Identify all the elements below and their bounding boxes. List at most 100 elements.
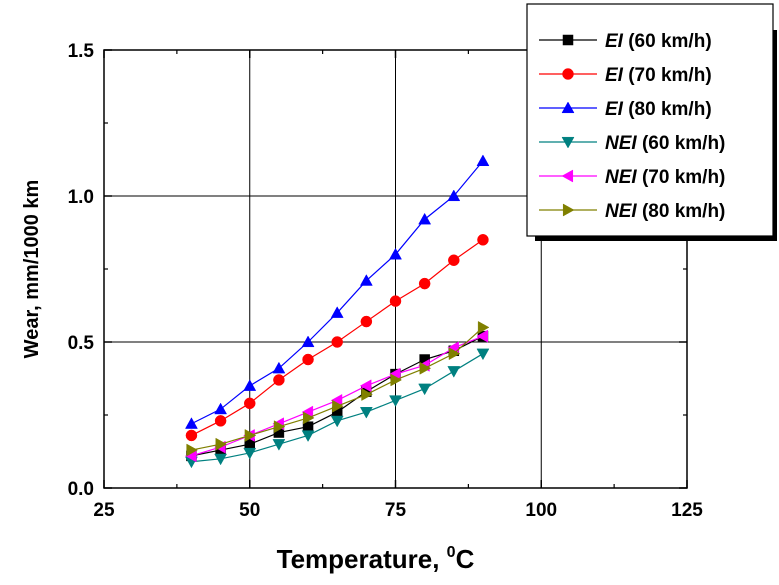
data-point: [185, 417, 198, 429]
x-axis-title-unit: C: [456, 544, 475, 574]
legend-label: NEI (80 km/h): [605, 201, 725, 222]
data-point: [330, 415, 344, 428]
series-2: [185, 234, 489, 442]
data-point: [447, 366, 461, 378]
axis-ticks: 25 50 75 100 125 0.0 0.5 1.0 1.5: [68, 41, 704, 521]
legend-marker: [561, 169, 574, 183]
y-tick-label: 0.0: [68, 479, 94, 500]
data-point: [272, 439, 286, 451]
data-point: [243, 379, 257, 391]
data-point: [359, 407, 373, 419]
x-axis-title-main: Temperature,: [277, 544, 447, 574]
legend-label-rest: (80 km/h): [623, 99, 712, 120]
y-axis-title: Wear, mm/1000 km: [21, 180, 43, 359]
x-axis-title-sup: 0: [447, 544, 456, 561]
x-tick-label: 50: [239, 500, 260, 521]
x-tick-label: 125: [671, 500, 703, 521]
series-5: [184, 329, 488, 463]
legend-label: NEI (60 km/h): [605, 133, 725, 154]
data-point: [302, 353, 314, 366]
data-point: [359, 274, 373, 286]
legend-entry: NEI (70 km/h): [539, 167, 725, 188]
data-point: [273, 374, 285, 386]
data-point: [273, 420, 286, 434]
data-point: [214, 402, 228, 415]
legend-label-italic: NEI: [605, 201, 637, 222]
x-axis-title: Temperature, 0C: [277, 544, 475, 574]
legend-label-rest: (70 km/h): [623, 65, 712, 86]
data-point: [332, 399, 344, 413]
data-point: [418, 383, 432, 396]
data-point: [360, 315, 373, 328]
legend-entry: NEI (60 km/h): [539, 133, 725, 154]
legend-marker: [561, 136, 575, 149]
legend-label: EI (70 km/h): [605, 65, 712, 86]
data-point: [476, 348, 490, 361]
data-point: [244, 429, 257, 442]
data-point: [419, 361, 432, 375]
legend-label-italic: EI: [605, 99, 624, 120]
data-point: [359, 379, 372, 393]
data-point: [301, 335, 315, 348]
legend-label-rest: (60 km/h): [623, 31, 712, 52]
legend-label-rest: (70 km/h): [637, 167, 726, 188]
series-3: [185, 154, 490, 429]
data-point: [243, 447, 257, 460]
data-point: [390, 373, 403, 387]
data-point: [418, 277, 431, 290]
data-point: [477, 234, 489, 246]
data-point: [448, 347, 461, 361]
data-point: [186, 443, 198, 457]
legend-shadow: [773, 30, 777, 241]
data-point: [214, 453, 228, 466]
series-4: [185, 348, 490, 469]
data-point: [448, 254, 460, 266]
data-point: [389, 247, 402, 260]
x-tick-label: 25: [93, 500, 115, 521]
data-point: [185, 429, 198, 442]
data-point: [361, 388, 373, 401]
legend-label-italic: EI: [605, 31, 624, 52]
legend-entry: EI (80 km/h): [539, 99, 712, 120]
y-tick-label: 0.5: [68, 333, 95, 354]
data-point: [330, 306, 344, 318]
legend-label-italic: NEI: [605, 133, 637, 154]
data-point: [389, 395, 402, 407]
y-tick-label: 1.5: [68, 41, 95, 62]
data-point: [476, 154, 490, 167]
data-point: [272, 361, 286, 374]
legend-label: EI (60 km/h): [605, 31, 712, 52]
data-point: [418, 212, 432, 225]
legend-marker: [562, 68, 574, 80]
legend-entry: NEI (80 km/h): [539, 201, 725, 222]
legend: EI (60 km/h)EI (70 km/h)EI (80 km/h)NEI …: [526, 3, 777, 241]
legend-label-italic: NEI: [605, 167, 637, 188]
data-point: [331, 336, 343, 348]
legend-shadow: [535, 236, 777, 241]
legend-label: EI (80 km/h): [605, 99, 712, 120]
legend-entry: EI (70 km/h): [539, 65, 712, 86]
data-point: [214, 415, 227, 427]
legend-label-rest: (60 km/h): [637, 133, 726, 154]
legend-entry: EI (60 km/h): [539, 31, 712, 52]
legend-marker: [562, 34, 574, 46]
legend-label-rest: (80 km/h): [637, 201, 726, 222]
data-point: [389, 295, 402, 307]
data-point: [476, 329, 488, 343]
data-point: [447, 189, 461, 202]
legend-marker: [562, 203, 575, 217]
data-point: [477, 320, 490, 334]
legend-label-italic: EI: [605, 65, 624, 86]
data-point: [244, 397, 256, 410]
data-point: [303, 411, 315, 425]
data-point: [301, 430, 315, 442]
legend-label: NEI (70 km/h): [605, 167, 725, 188]
x-tick-label: 100: [525, 500, 557, 521]
series-6: [186, 320, 490, 457]
series-layer: [184, 154, 490, 469]
y-tick-label: 1.0: [68, 187, 94, 208]
x-tick-label: 75: [385, 500, 407, 521]
data-point: [215, 437, 228, 451]
legend-marker: [561, 101, 575, 114]
